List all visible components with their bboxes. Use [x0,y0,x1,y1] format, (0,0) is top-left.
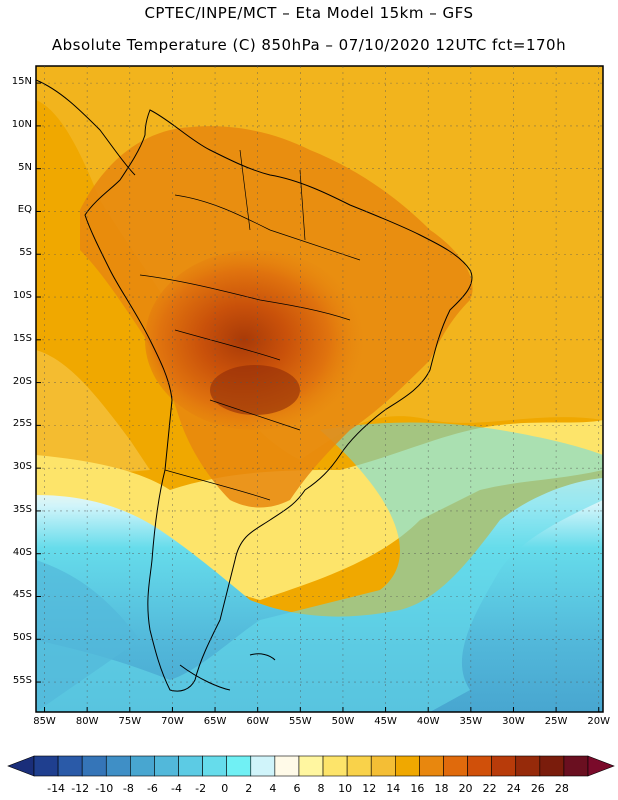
colorbar-segment [105,755,131,777]
colorbar-tick-label: 22 [482,782,497,795]
lon-label: 50W [331,716,355,727]
lat-label: 50S [12,632,32,644]
colorbar-tick-label: 14 [386,782,401,795]
lon-label: 40W [416,716,440,727]
lat-label: 40S [12,546,32,558]
hot-core [145,250,365,430]
colorbar-segment [250,755,276,777]
lon-label: 60W [246,716,269,727]
colorbar-segment [81,755,107,777]
colorbar-segment [515,755,541,777]
colorbar-tick-label: 16 [410,782,425,795]
colorbar-segment [178,755,203,777]
lon-label: 75W [118,716,142,727]
colorbar-segment [57,755,83,777]
colorbar-tick-label: -12 [71,782,90,795]
title-line-1: CPTEC/INPE/MCT – Eta Model 15km – GFS [144,4,474,22]
central-america-coast [35,79,136,176]
colorbar-segment [395,755,420,777]
colorbar-tick-label: 28 [554,782,569,795]
colorbar-segment [467,755,492,777]
lon-label: 20W [587,716,611,727]
lat-label: 15N [11,76,32,88]
colorbar-tick-label: 20 [458,782,473,795]
colorbar-segment [346,755,372,777]
lat-label: 55S [12,675,32,687]
lat-label: 20S [12,375,32,387]
colorbar-segment [322,755,348,777]
lon-label: 25W [544,716,568,727]
colorbar-segment [154,755,179,777]
map-frame [35,65,604,713]
colorbar-segment [491,755,517,777]
colorbar-segment [274,755,300,777]
colorbar-segment [33,755,59,777]
lon-label: 80W [75,716,99,727]
colorbar-left-arrow [7,755,35,777]
colorbar-tick-label: 12 [362,782,377,795]
colorbar-tick-label: -8 [122,782,134,795]
colorbar-tick-label: -6 [146,782,158,795]
colorbar-tick-label: -10 [95,782,114,795]
colorbar-tick-label: 24 [506,782,521,795]
coastlines [35,79,473,692]
lat-label: 30S [12,461,32,473]
colorbar-tick-label: 10 [338,782,353,795]
colorbar-segment [226,755,252,777]
lon-label: 30W [502,716,525,727]
colorbar-tick-label: 18 [434,782,449,795]
colorbar-tick-label: 4 [269,782,277,795]
lat-label: EQ [17,204,32,216]
lon-label: 65W [203,716,227,727]
lon-label: 45W [374,716,397,727]
colorbar [7,755,615,777]
lon-label: 55W [289,716,312,727]
lat-label: 25S [12,418,32,430]
title-line-2: Absolute Temperature (C) 850hPa – 07/10/… [51,36,567,54]
colorbar-tick-label: -4 [171,782,182,795]
colorbar-tick-label: 2 [245,782,253,795]
lon-label: 35W [459,716,483,727]
lon-label: 70W [161,716,184,727]
lat-label: 10N [11,118,32,130]
borders [139,149,361,501]
temperature-field [36,66,603,712]
graticule [36,66,603,712]
lon-label: 85W [33,716,56,727]
lat-label: 45S [12,589,32,601]
pacific-yellow-band [36,350,150,480]
lat-label: 5N [18,161,32,173]
colorbar-segment [202,755,227,777]
colorbar-right-arrow [587,755,615,777]
lat-label: 15S [12,332,32,344]
axis-ticks [36,82,600,712]
colorbar-segment [298,755,324,777]
lat-label: 35S [12,503,32,515]
colorbar-segment [370,755,396,777]
lat-label: 5S [19,247,32,259]
colorbar-tick-label: 26 [530,782,545,795]
hot-spot [210,365,300,415]
lat-label: 10S [12,290,32,302]
colorbar-segment [130,755,155,777]
colorbar-tick-label: 8 [317,782,325,795]
colorbar-tick-label: 6 [293,782,301,795]
colorbar-segment [419,755,444,777]
colorbar-tick-label: -2 [195,782,207,795]
colorbar-tick-label: 0 [221,782,229,795]
south-america-coast [84,109,473,692]
south-pacific-cool [36,560,140,712]
colorbar-segment [563,755,589,777]
colorbar-tick-label: -14 [47,782,66,795]
colorbar-segment [539,755,565,777]
colorbar-segment [443,755,468,777]
tierra-del-fuego-coast [179,664,231,691]
south-atlantic-cool [36,422,603,712]
falklands-coast [249,653,276,661]
